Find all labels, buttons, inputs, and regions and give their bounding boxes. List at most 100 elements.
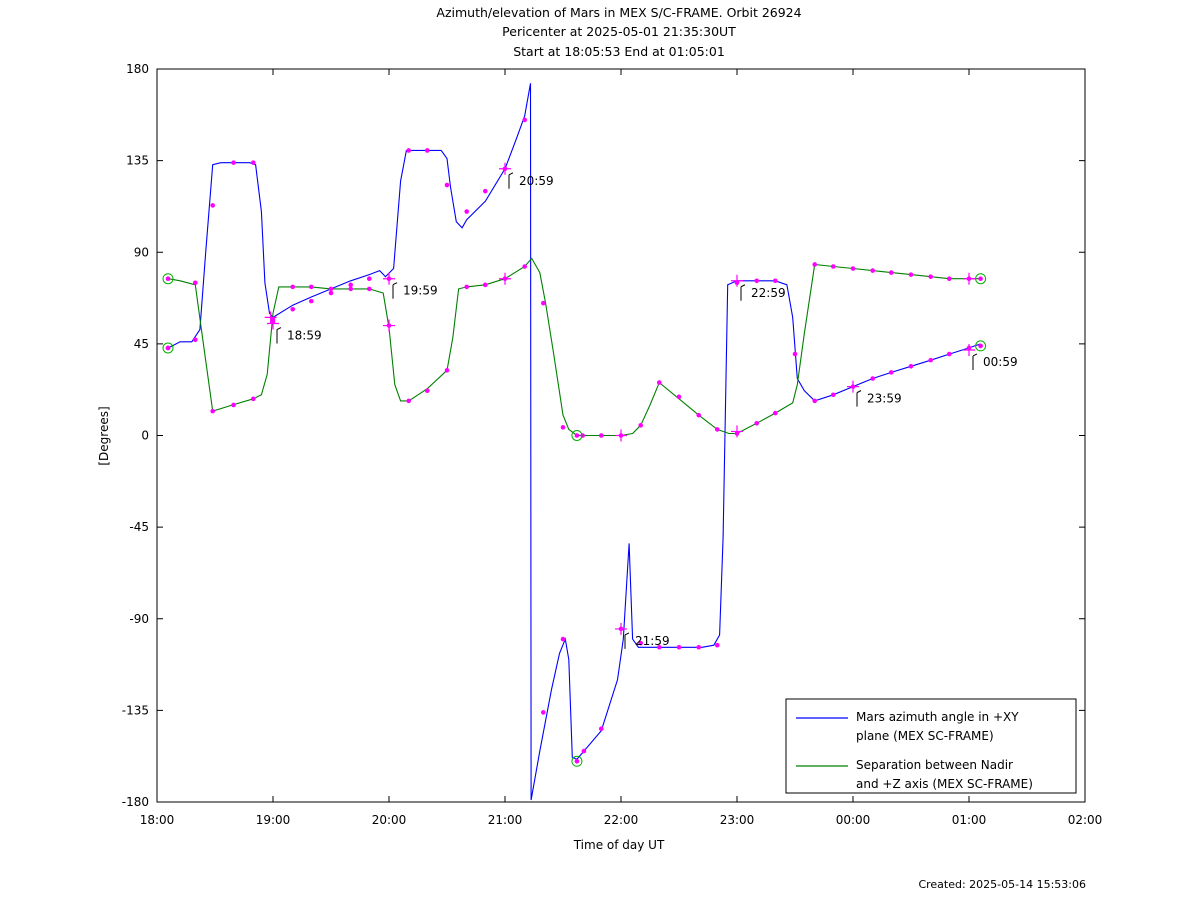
data-marker [870,376,876,381]
data-marker [464,284,470,290]
hour-cross-marker [731,274,743,287]
data-marker [250,160,256,165]
endpoint-dot [165,276,171,282]
hour-label-pointer [856,390,862,407]
data-marker [908,363,914,369]
data-marker [540,710,546,715]
data-marker [210,203,215,208]
data-marker [928,274,934,279]
data-marker [192,280,198,286]
y-tick-label: -135 [122,703,149,717]
data-marker [308,284,314,290]
hour-cross-marker [267,317,279,330]
data-marker [406,398,412,404]
data-marker [908,272,914,277]
data-marker [928,357,934,363]
x-tick-label: 18:00 [140,813,175,827]
legend-label: Separation between Nadir [856,758,1013,772]
data-marker [656,644,662,650]
data-marker [830,392,836,398]
data-marker [638,640,644,646]
data-marker [812,398,818,404]
data-marker [560,425,566,430]
y-tick-label: 0 [141,429,149,443]
data-marker [482,188,488,194]
data-marker [328,290,334,296]
y-tick-label: -180 [122,795,149,809]
hour-label-pointer [276,327,282,344]
chart-subtitle-pericenter: Pericenter at 2025-05-01 21:35:30UT [502,24,736,39]
data-marker [290,284,296,290]
data-marker [444,182,450,188]
data-marker [231,402,236,408]
hour-cross-marker [847,380,859,393]
legend-label: Mars azimuth angle in +XY [856,710,1019,724]
endpoint-dot [574,433,580,438]
endpoint-circle [975,340,987,352]
data-marker [348,286,354,292]
x-tick-label: 21:00 [488,813,523,827]
hour-label-pointer [740,284,746,301]
endpoint-circle [571,430,583,441]
legend-box [785,698,1077,794]
legend-label: and +Z axis (MEX SC-FRAME) [856,777,1033,791]
data-marker [250,396,256,402]
hour-label-pointer [392,282,398,299]
data-marker [946,351,952,357]
chart-title: Azimuth/elevation of Mars in MEX S/C-FRA… [436,5,802,20]
data-marker [714,642,720,648]
data-marker [638,423,644,428]
data-marker [560,636,566,642]
endpoint-dot [165,345,171,351]
data-marker [366,286,372,292]
data-marker [676,394,682,400]
data-marker [754,420,760,426]
data-marker [308,298,314,304]
data-marker [540,300,546,306]
data-marker [328,286,334,292]
x-tick-label: 19:00 [256,813,291,827]
hour-label: 22:59 [751,286,786,300]
y-tick-label: -90 [129,612,149,626]
endpoint-dot [574,758,580,764]
y-axis-label: [Degrees] [97,406,111,465]
endpoint-circle [162,273,174,285]
endpoint-circle [571,755,583,767]
y-tick-label: -45 [129,520,149,534]
y-tick-label: 90 [134,245,149,259]
hour-cross-marker [499,272,511,285]
data-marker [696,644,702,650]
data-marker [598,726,604,731]
hour-cross-marker [963,272,975,285]
data-marker [482,282,488,288]
endpoint-circle [975,273,987,285]
data-marker [192,337,198,343]
data-marker [830,264,836,269]
data-marker [210,408,215,414]
data-marker [946,276,952,282]
y-tick-label: 45 [134,337,149,351]
hour-cross-marker [615,622,627,635]
data-marker [888,370,894,375]
endpoint-dot [978,343,983,349]
data-marker [754,278,760,284]
data-marker [870,268,876,273]
data-marker [444,368,450,373]
data-marker [348,282,354,288]
x-tick-label: 23:00 [720,813,755,827]
data-marker [406,148,412,153]
data-marker [696,412,702,418]
legend-label: plane (MEX SC-FRAME) [856,729,994,743]
x-tick-label: 22:00 [604,813,639,827]
series-line-azimuth [168,83,981,801]
hour-cross-marker [615,429,627,442]
hour-label-pointer [624,632,630,649]
endpoint-circle [162,342,174,354]
hour-label-pointer [508,172,514,189]
hour-label: 21:59 [635,634,670,648]
x-tick-label: 00:00 [836,813,871,827]
hour-label: 19:59 [403,284,438,298]
data-marker [714,427,720,432]
hour-cross-marker [731,425,743,438]
